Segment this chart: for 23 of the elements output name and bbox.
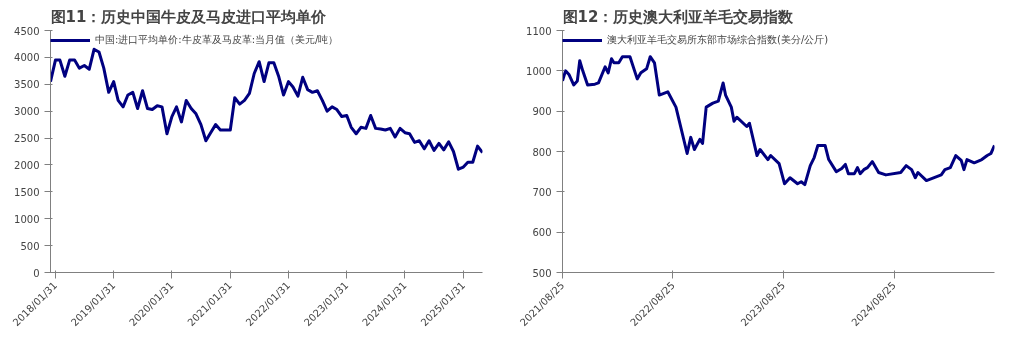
- y-tick-label: 4500: [14, 25, 40, 37]
- y-tick-label: 2000: [14, 159, 40, 171]
- y-tick-label: 1000: [526, 65, 552, 77]
- legend-label: 中国:进口平均单价:牛皮革及马皮革:当月值（美元/吨）: [95, 33, 339, 47]
- legend-label: 澳大利亚羊毛交易所东部市场综合指数(美分/公斤): [607, 33, 829, 47]
- y-tick-label: 1500: [14, 186, 40, 198]
- y-tick-label: 800: [532, 146, 552, 158]
- line-series: [50, 47, 483, 171]
- y-tick-label: 2500: [14, 133, 40, 145]
- y-tick-label: 600: [532, 227, 552, 239]
- y-tick-label: 4000: [14, 52, 40, 64]
- y-tick-label: 3500: [14, 79, 40, 91]
- y-tick-label: 900: [532, 106, 552, 118]
- chart-title: 图11：历史中国牛皮及马皮进口平均单价: [50, 7, 328, 26]
- y-tick-label: 500: [532, 267, 552, 279]
- y-tick-label: 3000: [14, 106, 40, 118]
- y-tick-label: 500: [20, 240, 40, 252]
- y-tick-label: 0: [33, 267, 40, 279]
- y-tick-label: 700: [532, 186, 552, 198]
- line-series: [562, 55, 995, 187]
- chart-title: 图12：历史澳大利亚羊毛交易指数: [562, 7, 795, 26]
- y-tick-label: 1000: [14, 213, 40, 225]
- y-tick-label: 1100: [526, 25, 552, 37]
